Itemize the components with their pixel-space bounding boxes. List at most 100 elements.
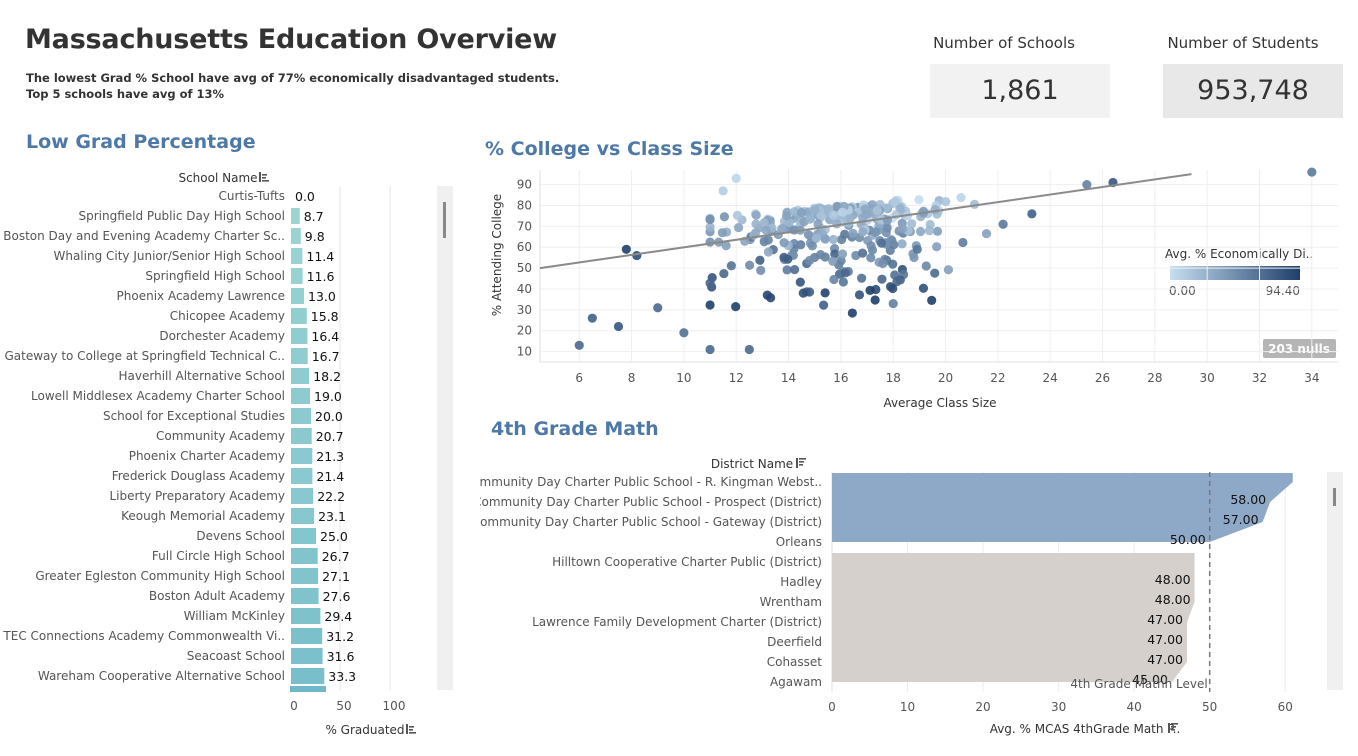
math-reference-label: 4th Grade Mathh Level [1070,677,1207,691]
scatter-point [927,295,937,305]
grad-bar-label: 13.0 [308,289,336,304]
scatter-x-tick: 28 [1147,371,1162,385]
low-grad-scrollbar-track[interactable] [437,186,453,690]
math-area-below-level [832,553,1195,682]
students-kpi-value: 953,748 [1163,64,1343,118]
scatter-point [782,265,792,275]
scatter-point [759,218,769,228]
scatter-point [1082,180,1092,190]
scatter-trend-line [539,173,1192,270]
grad-bar-label: 0.0 [295,189,315,204]
scatter-x-tick: 6 [575,371,583,385]
sort-icon[interactable] [259,172,269,182]
grad-bar [291,408,311,424]
scatter-y-tick: 50 [517,261,532,275]
scatter-point [981,228,992,239]
grad-bar [291,548,318,564]
math-x-axis-label: Avg. % MCAS 4thGrade Math P.. [990,722,1181,736]
math-value-label: 50.00 [1170,532,1206,547]
scatter-point [718,186,728,196]
subtitle-line-2: Top 5 schools have avg of 13% [26,87,225,101]
scatter-point [790,264,800,275]
school-name-label: Greater Egleston Community High School [35,569,285,583]
grad-bar-label: 16.7 [312,349,340,364]
scatter-point [705,300,715,310]
scatter-point [805,214,815,224]
grad-bar-label: 8.7 [304,209,324,224]
math-scrollbar-track[interactable] [1327,472,1343,690]
low-grad-x-tick: 0 [290,699,298,713]
nulls-badge[interactable]: 203 nulls [1263,339,1336,358]
scatter-point [872,205,883,216]
low-grad-partial-mask [100,686,290,692]
math-scrollbar-thumb[interactable] [1333,488,1336,506]
scatter-point [811,233,821,243]
district-name-label: Orleans [776,535,822,549]
scatter-point [705,222,715,232]
scatter-point [924,225,935,236]
college-scatter-chart: % Attending College Average Class Size A… [490,167,1338,410]
scatter-point [755,255,765,265]
grad-bar [291,568,319,584]
school-name-label: Springfield Public Day High School [78,209,285,223]
school-name-label: Keough Memorial Academy [121,509,285,523]
grad-bar [291,228,301,244]
scatter-point [705,344,715,355]
scatter-point [865,285,875,295]
school-name-label: TEC Connections Academy Commonwealth Vi.… [2,629,285,643]
scatter-x-tick: 18 [886,371,901,385]
scatter-x-tick: 22 [990,371,1005,385]
scatter-point [783,254,793,264]
grad-bar [291,648,323,664]
district-name-label: Cohasset [767,655,823,669]
scatter-point [719,268,729,279]
sort-icon-x[interactable] [406,724,416,734]
grad-bar-label: 20.7 [316,429,344,444]
scatter-point [763,247,773,257]
color-legend-ramp [1170,266,1300,280]
scatter-point [892,276,902,287]
scatter-point [820,288,830,298]
grad-bar-label: 15.8 [311,309,339,324]
school-name-label: Curtis-Tufts [218,189,285,203]
sort-icon[interactable] [796,458,806,468]
scatter-point [813,219,823,229]
school-name-header[interactable]: School Name [178,171,257,185]
scatter-point [751,219,761,229]
school-name-label: Boston Adult Academy [149,589,285,603]
sort-icon-x[interactable] [1168,723,1178,733]
scatter-point [837,249,848,259]
page-title: Massachusetts Education Overview [25,24,558,55]
scatter-y-tick: 30 [517,303,532,317]
scatter-y-tick: 10 [517,345,532,359]
scatter-point [798,288,808,298]
math-value-label: 47.00 [1147,652,1183,667]
district-name-header[interactable]: District Name [711,457,793,471]
grad-bar [291,428,312,444]
grad-bar [291,208,300,224]
scatter-point [751,210,761,220]
district-name-label: Deerfield [767,635,822,649]
color-legend-min: 0.00 [1169,284,1196,298]
scatter-point [796,207,807,218]
school-name-label: School for Exceptional Studies [103,409,285,423]
scatter-x-tick: 16 [833,371,848,385]
scatter-point [930,268,940,278]
grad-bar [291,668,325,684]
district-name-label: Hadley [780,575,822,589]
grad-bar [291,508,315,524]
school-name-label: Community Academy [156,429,285,443]
scatter-point [819,300,829,310]
low-grad-scrollbar-thumb[interactable] [443,202,446,238]
scatter-point [848,228,858,238]
scatter-point [890,197,900,207]
scatter-point [882,223,892,233]
grad-bar-label: 31.2 [326,629,354,644]
grad-bar [291,628,323,644]
scatter-point [795,277,805,287]
scatter-point [621,244,631,254]
school-name-label: Springfield High School [145,269,285,283]
grad-bar-label: 23.1 [318,509,346,524]
school-name-label: William McKinley [184,609,285,623]
math-title: 4th Grade Math [491,418,659,440]
